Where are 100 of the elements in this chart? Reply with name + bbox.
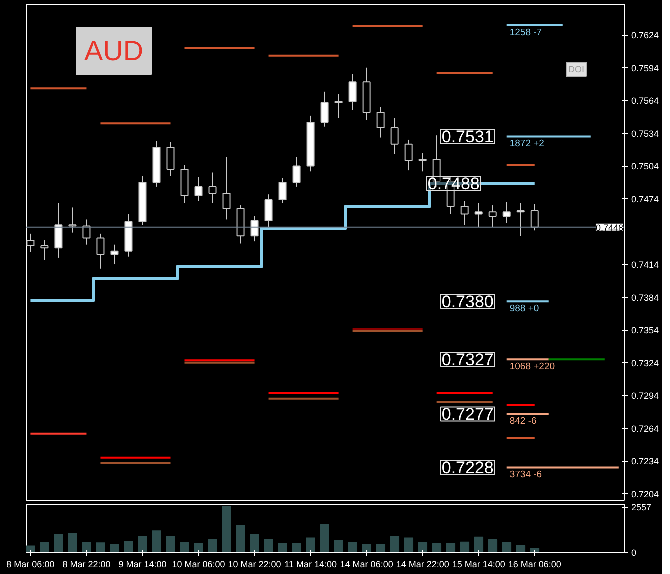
series-label: 1068 +220 bbox=[510, 362, 556, 373]
bar bbox=[390, 536, 400, 552]
x-tick-label: 14 Mar 22:00 bbox=[396, 560, 450, 570]
y-tick-label: 0.7264 bbox=[632, 424, 660, 434]
bar bbox=[376, 544, 386, 552]
y-tick-label: 2557 bbox=[632, 502, 652, 513]
x-tick-label: 11 Mar 14:00 bbox=[284, 560, 337, 570]
bar bbox=[278, 543, 288, 552]
y-tick-label: 0.7234 bbox=[632, 456, 660, 467]
series-label: 842 -6 bbox=[510, 416, 537, 428]
y-tick-label: 0.7474 bbox=[632, 194, 660, 204]
data-label: 0.7380 bbox=[442, 292, 494, 312]
y-tick-label: 0.7624 bbox=[632, 30, 660, 41]
bar bbox=[82, 542, 92, 552]
y-tick-label: 0.7354 bbox=[632, 326, 660, 336]
candlestick bbox=[502, 202, 511, 224]
bar bbox=[124, 541, 134, 552]
bar bbox=[194, 543, 204, 552]
bar bbox=[152, 530, 162, 552]
candlestick bbox=[376, 106, 385, 138]
data-label: 0.7228 bbox=[442, 458, 494, 478]
series-label: 1872 +2 bbox=[510, 138, 544, 150]
bar bbox=[362, 544, 372, 552]
data-label: 0.7277 bbox=[442, 405, 494, 424]
annotation: DOI bbox=[568, 64, 585, 74]
y-tick-label: 0.7204 bbox=[632, 489, 660, 500]
bar bbox=[320, 524, 330, 552]
bar bbox=[250, 534, 260, 552]
candlestick bbox=[530, 204, 539, 232]
y-tick-label: 0.7534 bbox=[632, 128, 660, 139]
candlestick bbox=[292, 156, 301, 188]
candlestick bbox=[250, 216, 259, 242]
x-tick-label: 8 Mar 06:00 bbox=[6, 560, 55, 570]
bar bbox=[68, 533, 78, 552]
bar bbox=[418, 542, 428, 552]
bar bbox=[138, 536, 148, 552]
y-tick-label: 0.7594 bbox=[632, 63, 660, 74]
x-tick-label: 10 Mar 22:00 bbox=[228, 560, 282, 570]
bar bbox=[166, 536, 176, 552]
candlestick bbox=[264, 194, 273, 228]
y-tick-label: 0.7504 bbox=[632, 162, 660, 172]
series-label: 988 +0 bbox=[510, 304, 540, 315]
y-tick-label: 0 bbox=[632, 548, 637, 558]
bar bbox=[502, 542, 512, 552]
candlestick bbox=[208, 172, 217, 204]
candlestick bbox=[460, 200, 469, 226]
x-tick-label: 16 Mar 06:00 bbox=[508, 560, 562, 570]
bar bbox=[460, 542, 470, 552]
bar bbox=[334, 540, 344, 552]
x-tick-label: 9 Mar 14:00 bbox=[118, 560, 167, 570]
bar bbox=[404, 538, 414, 552]
series-label: 3734 -6 bbox=[510, 470, 542, 481]
candlestick bbox=[488, 205, 497, 228]
candlestick bbox=[68, 207, 77, 234]
bar bbox=[348, 542, 358, 552]
ref-line-label: 0.7448 bbox=[596, 222, 624, 233]
x-tick-label: 14 Mar 06:00 bbox=[340, 560, 394, 570]
candlestick bbox=[390, 118, 399, 155]
bar bbox=[208, 540, 218, 552]
candlestick bbox=[418, 152, 427, 172]
candlestick bbox=[40, 240, 49, 261]
y-tick-label: 0.7324 bbox=[632, 358, 660, 368]
candlestick bbox=[516, 202, 525, 237]
y-tick-label: 0.7564 bbox=[632, 96, 660, 106]
bar bbox=[306, 538, 316, 552]
bar bbox=[516, 545, 526, 552]
candlestick bbox=[320, 91, 329, 128]
annotation: AUD bbox=[84, 36, 144, 66]
candlestick bbox=[278, 178, 287, 204]
data-label: 0.7327 bbox=[442, 350, 494, 370]
candlestick bbox=[194, 176, 203, 202]
candlestick bbox=[348, 74, 357, 111]
candlestick bbox=[82, 219, 91, 246]
bar bbox=[488, 540, 498, 552]
bar bbox=[236, 525, 246, 552]
bar bbox=[264, 540, 274, 552]
bar bbox=[40, 542, 50, 552]
candlestick bbox=[26, 233, 35, 253]
bar bbox=[110, 544, 120, 552]
candlestick bbox=[334, 94, 343, 119]
bar bbox=[222, 506, 232, 552]
bar bbox=[292, 543, 302, 552]
bar bbox=[54, 534, 64, 552]
candlestick bbox=[404, 139, 413, 172]
bar bbox=[96, 542, 106, 552]
x-tick-label: 15 Mar 14:00 bbox=[452, 560, 506, 570]
bar bbox=[446, 543, 456, 552]
bar bbox=[180, 542, 190, 552]
data-label: 0.7531 bbox=[442, 128, 494, 147]
bar bbox=[474, 536, 484, 552]
x-tick-label: 10 Mar 06:00 bbox=[172, 560, 226, 570]
candlestick bbox=[110, 244, 119, 266]
y-tick-label: 0.7294 bbox=[632, 391, 660, 402]
candlestick bbox=[54, 202, 63, 258]
bar bbox=[432, 543, 442, 552]
y-tick-label: 0.7414 bbox=[632, 260, 660, 270]
x-tick-label: 8 Mar 22:00 bbox=[62, 560, 111, 570]
candlestick bbox=[474, 202, 483, 228]
candlestick bbox=[166, 142, 175, 177]
data-label: 0.7488 bbox=[428, 174, 480, 194]
